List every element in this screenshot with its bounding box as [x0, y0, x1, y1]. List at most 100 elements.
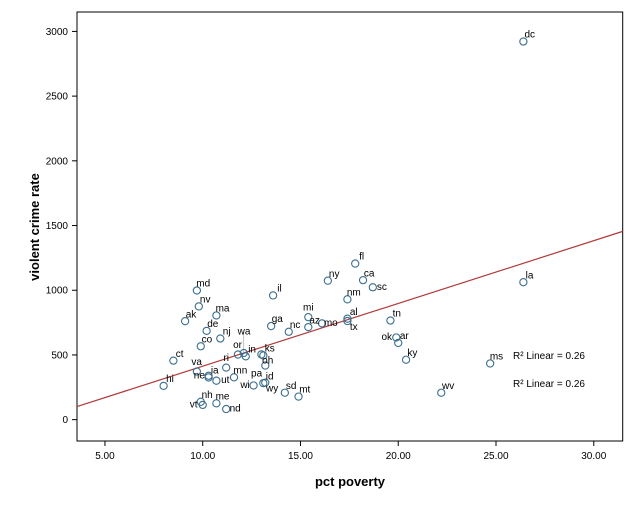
point-label-nd: nd — [230, 404, 241, 415]
x-tick-label: 10.00 — [190, 451, 215, 462]
data-point-vt — [198, 400, 207, 410]
y-tick-label: 2000 — [46, 156, 69, 167]
point-label-va: va — [191, 357, 202, 368]
data-point-me — [212, 399, 221, 408]
data-point-nv — [194, 302, 203, 311]
data-point-ny — [323, 276, 333, 285]
data-point-la — [519, 278, 528, 287]
point-label-sc: sc — [377, 282, 387, 293]
point-label-pa: pa — [251, 369, 263, 380]
data-point-wv — [437, 388, 446, 397]
point-label-az: az — [309, 315, 320, 326]
point-label-mo: mo — [324, 318, 338, 329]
data-point-ok — [392, 333, 401, 342]
data-point-ms — [485, 359, 495, 368]
point-label-nj: nj — [223, 327, 231, 338]
data-point-oh — [257, 350, 266, 359]
data-point-mo — [317, 319, 327, 328]
data-point-tx — [343, 316, 352, 326]
data-point-ut — [212, 376, 221, 385]
plot-area — [76, 11, 624, 442]
data-point-tn — [386, 316, 395, 325]
data-point-mn — [229, 373, 239, 382]
point-label-il: il — [277, 284, 281, 295]
data-point-hi — [159, 381, 168, 391]
data-point-wa — [239, 348, 248, 358]
point-label-ga: ga — [272, 314, 284, 325]
point-label-wi: wi — [239, 380, 249, 391]
point-label-ky: ky — [407, 348, 417, 359]
point-label-ne: ne — [194, 370, 206, 381]
point-label-md: md — [196, 279, 210, 290]
point-label-ut: ut — [221, 375, 230, 386]
x-tick-label: 20.00 — [386, 451, 411, 462]
point-label-oh: oh — [262, 355, 273, 366]
data-point-wy — [261, 378, 270, 387]
data-point-sd — [280, 388, 289, 397]
point-label-ct: ct — [176, 349, 184, 360]
data-point-ky — [401, 355, 411, 364]
data-point-sc — [368, 283, 377, 292]
data-point-va — [192, 367, 202, 376]
point-label-tn: tn — [393, 309, 401, 320]
point-label-mt: mt — [299, 385, 310, 396]
point-label-nv: nv — [200, 295, 211, 306]
point-label-ma: ma — [216, 304, 230, 315]
data-point-nd — [222, 404, 231, 414]
x-tick-label: 30.00 — [581, 451, 606, 462]
point-label-vt: vt — [190, 399, 198, 410]
data-point-dc — [519, 37, 528, 46]
point-label-hi: hi — [166, 374, 174, 385]
point-label-ny: ny — [329, 269, 340, 280]
data-point-md — [192, 286, 202, 295]
y-tick-label: 1000 — [46, 286, 69, 297]
data-point-al — [343, 314, 352, 323]
point-label-ks: ks — [265, 344, 275, 355]
point-label-wv: wv — [441, 381, 454, 392]
data-point-co — [196, 342, 205, 351]
point-label-mn: mn — [233, 365, 247, 376]
r2-annotation-2: R² Linear = 0.26 — [513, 379, 585, 390]
data-point-ca — [358, 275, 368, 285]
point-label-ok: ok — [382, 332, 394, 343]
data-point-mt — [294, 392, 303, 401]
data-point-pa — [261, 361, 270, 370]
y-axis-label: violent crime rate — [27, 173, 42, 281]
x-tick-label: 15.00 — [288, 451, 313, 462]
point-label-ar: ar — [400, 331, 410, 342]
y-tick-label: 1500 — [46, 221, 69, 232]
x-tick-label: 5.00 — [95, 451, 115, 462]
fit-line — [76, 230, 623, 408]
point-label-nm: nm — [347, 287, 361, 298]
point-label-or: or — [233, 340, 243, 351]
data-point-de — [202, 326, 211, 336]
point-label-de: de — [207, 319, 219, 330]
data-point-az — [304, 322, 313, 332]
point-label-dc: dc — [524, 30, 535, 41]
x-axis-label: pct poverty — [315, 474, 386, 489]
data-point-mi — [304, 313, 313, 322]
data-point-nc — [284, 327, 293, 336]
point-label-ak: ak — [186, 309, 198, 320]
data-point-ct — [169, 356, 178, 365]
point-label-al: al — [350, 307, 358, 318]
point-label-fl: fl — [359, 252, 364, 263]
point-label-nc: nc — [290, 320, 301, 331]
point-label-in: in — [248, 345, 256, 356]
point-label-wy: wy — [265, 383, 278, 394]
point-label-sd: sd — [286, 381, 297, 392]
point-label-ca: ca — [364, 268, 375, 279]
point-label-me: me — [216, 391, 230, 402]
r2-annotation-1: R² Linear = 0.26 — [513, 351, 585, 362]
data-point-ne — [204, 371, 213, 380]
data-point-nm — [343, 295, 352, 304]
data-point-or — [233, 350, 243, 359]
data-point-il — [268, 291, 278, 300]
point-label-wa: wa — [237, 327, 251, 338]
y-tick-label: 3000 — [46, 27, 69, 38]
point-label-tx: tx — [350, 322, 358, 333]
point-label-la: la — [526, 270, 534, 281]
y-tick-label: 500 — [51, 350, 68, 361]
data-point-ri — [222, 363, 231, 372]
